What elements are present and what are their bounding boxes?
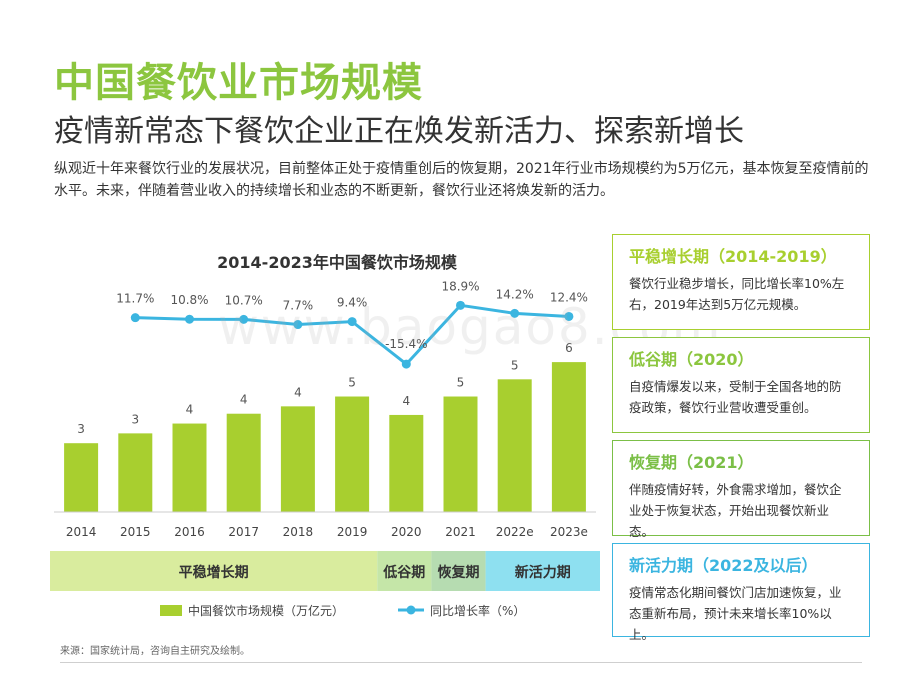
bar [280,406,315,512]
phase-panel-trough: 低谷期（2020） 自疫情爆发以来，受制于全国各地的防疫政策，餐饮行业营收遭受重… [612,337,870,433]
growth-point [401,359,411,369]
bar [497,379,532,512]
growth-value-label: 14.2% [496,287,534,301]
phase-band [485,551,600,591]
growth-value-label: -15.4% [385,337,427,351]
bar-value-label: 4 [294,385,302,399]
bar [335,396,370,512]
x-tick-label: 2021 [445,525,476,539]
panel-body: 餐饮行业稳步增长，同比增长率10%左右，2019年达到5万亿元规模。 [629,276,845,312]
legend-swatch-bar [160,605,182,616]
phase-panel-recovery: 恢复期（2021） 伴随疫情好转，外食需求增加，餐饮企业处于恢复状态，开始出现餐… [612,440,870,539]
growth-value-label: 10.7% [225,293,263,307]
growth-point [239,314,249,324]
growth-point [130,313,140,323]
phase-band-label: 恢复期 [438,564,480,581]
bar [64,443,99,512]
x-tick-label: 2019 [337,525,368,539]
growth-value-label: 12.4% [550,290,588,304]
bar-value-label: 4 [240,393,248,407]
bar-value-label: 3 [131,412,139,426]
growth-value-label: 7.7% [283,299,314,313]
bar-value-label: 4 [402,394,410,408]
phase-band [50,551,378,591]
legend-label-bar: 中国餐饮市场规模（万亿元） [188,603,344,618]
bottom-divider [60,662,862,663]
x-tick-label: 2014 [66,525,97,539]
bar-value-label: 5 [511,358,519,372]
legend-label-line: 同比增长率（%） [430,603,525,618]
growth-value-label: 10.8% [170,293,208,307]
x-tick-label: 2017 [228,525,259,539]
x-tick-label: 2015 [120,525,151,539]
bar-value-label: 6 [565,341,573,355]
x-tick-label: 2022e [496,525,534,539]
growth-point [293,320,303,330]
phase-band [377,551,432,591]
bar [226,413,261,512]
bar-value-label: 5 [457,376,465,390]
chart-title: 2014-2023年中国餐饮市场规模 [217,253,458,272]
growth-point [185,314,194,324]
growth-point [456,300,465,310]
growth-value-label: 9.4% [337,296,368,310]
growth-point [564,311,574,321]
growth-value-label: 18.9% [441,279,479,293]
growth-point [510,308,520,318]
x-tick-label: 2020 [391,525,422,539]
bar [118,433,153,512]
panel-body: 伴随疫情好转，外食需求增加，餐饮企业处于恢复状态，开始出现餐饮新业态。 [629,482,842,539]
bar-value-label: 5 [348,376,356,390]
bar [172,423,207,512]
growth-point [347,317,357,327]
bar [443,396,478,512]
x-tick-label: 2023e [550,525,588,539]
bar [551,362,586,512]
panel-title: 平稳增长期（2014-2019） [629,247,837,266]
phase-band-label: 低谷期 [382,564,425,581]
x-tick-label: 2018 [283,525,314,539]
phase-band-label: 平稳增长期 [179,564,249,581]
bar [389,414,424,512]
phase-panel-stable-growth: 平稳增长期（2014-2019） 餐饮行业稳步增长，同比增长率10%左右，201… [612,234,870,330]
phase-band-label: 新活力期 [515,564,571,581]
intro-paragraph: 纵观近十年来餐饮行业的发展状况，目前整体正处于疫情重创后的恢复期，2021年行业… [54,161,869,199]
bar-value-label: 3 [77,422,85,436]
phase-band [431,551,486,591]
page-subtitle: 疫情新常态下餐饮企业正在焕发新活力、探索新增长 [54,114,744,149]
growth-value-label: 11.7% [116,292,154,306]
panel-title: 低谷期（2020） [629,350,754,369]
page-title: 中国餐饮业市场规模 [54,60,423,106]
panel-body: 疫情常态化期间餐饮门店加速恢复，业态重新布局，预计未来增长率10%以上。 [629,585,842,642]
bar-value-label: 4 [186,403,194,417]
legend-swatch-point [406,605,416,615]
panel-title: 恢复期（2021） [629,453,754,472]
panel-body: 自疫情爆发以来，受制于全国各地的防疫政策，餐饮行业营收遭受重创。 [629,379,842,415]
source-note: 来源：国家统计局，咨询自主研究及绘制。 [60,646,250,657]
x-tick-label: 2016 [174,525,205,539]
phase-panel-new-vitality: 新活力期（2022及以后） 疫情常态化期间餐饮门店加速恢复，业态重新布局，预计未… [612,543,870,642]
panel-title: 新活力期（2022及以后） [629,556,818,575]
